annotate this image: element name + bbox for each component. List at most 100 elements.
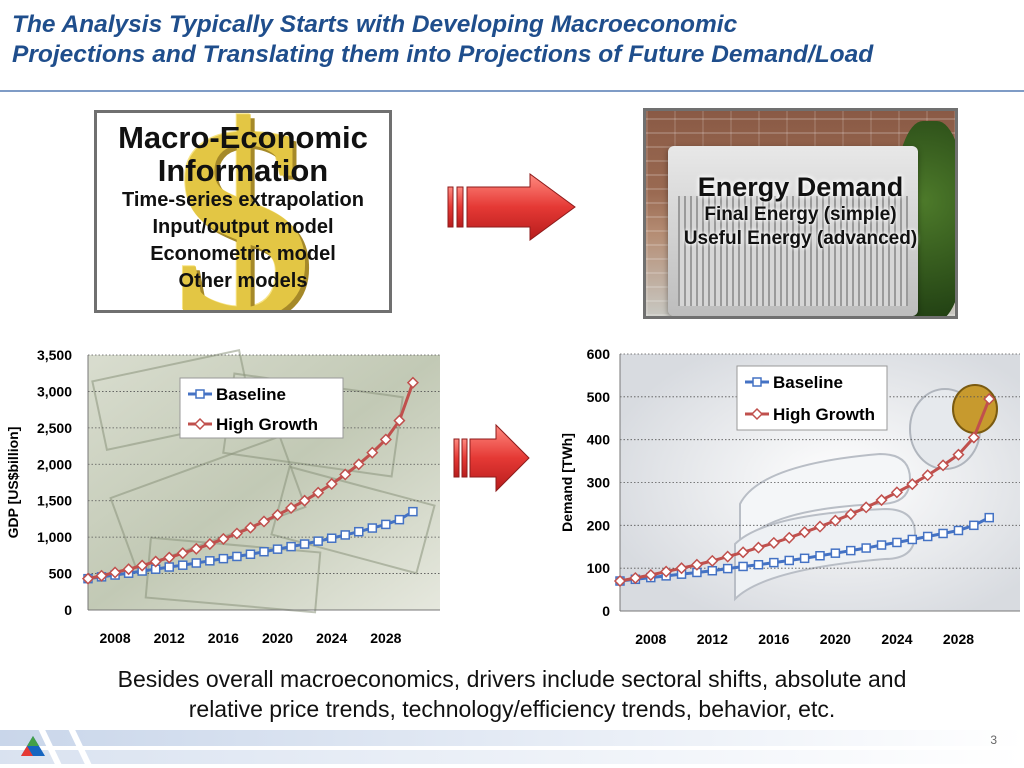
data-point-high-growth — [921, 469, 934, 482]
data-point-high-growth — [767, 536, 780, 549]
data-point-baseline — [313, 536, 323, 546]
data-point-high-growth — [203, 538, 216, 551]
y-tick-label: 3,000 — [37, 383, 72, 399]
macro-item: Input/output model — [152, 216, 334, 238]
page-number: 3 — [990, 733, 997, 747]
data-point-high-growth — [660, 565, 673, 578]
bulb-tube-shape — [739, 452, 912, 550]
slide-caption: Besides overall macroeconomics, drivers … — [40, 664, 984, 724]
data-point-high-growth — [890, 486, 903, 499]
legend-marker-square — [752, 377, 762, 387]
x-tick-label: 2016 — [208, 630, 239, 646]
data-point-high-growth — [613, 574, 627, 588]
data-point-high-growth — [95, 569, 108, 582]
data-point-high-growth — [406, 376, 419, 389]
data-point-baseline — [799, 553, 810, 564]
data-point-baseline — [846, 545, 856, 556]
data-point-baseline — [769, 557, 779, 568]
macro-item: Econometric model — [150, 243, 336, 265]
data-point-high-growth — [967, 431, 980, 444]
data-point-baseline — [164, 562, 174, 572]
y-tick-label: 200 — [587, 517, 611, 533]
slide-title-line-2: Projections and Translating them into Pr… — [12, 41, 874, 68]
data-point-high-growth — [352, 458, 365, 471]
title-divider — [0, 90, 1024, 92]
data-point-high-growth — [379, 433, 392, 446]
data-point-high-growth — [675, 562, 688, 575]
data-point-high-growth — [136, 559, 149, 572]
x-tick-label: 2008 — [99, 630, 130, 646]
macro-economic-text: Macro-Economic Information Time-series e… — [97, 121, 389, 295]
slide-title: The Analysis Typically Starts with Devel… — [12, 10, 1017, 70]
demand-chart: 0 100 200 300 400 500 600 2008 2012 2016 2020 2024 2… — [559, 346, 1020, 647]
data-point-baseline — [784, 555, 794, 566]
data-point-high-growth — [829, 514, 842, 527]
x-tick-label: 2012 — [154, 630, 185, 646]
energy-demand-box: Energy Demand Final Energy (simple) Usef… — [643, 108, 958, 319]
data-point-high-growth — [81, 572, 95, 585]
data-point-high-growth — [325, 477, 338, 491]
data-point-baseline — [394, 514, 405, 525]
x-tick-label: 2020 — [262, 630, 293, 646]
data-point-baseline — [326, 533, 337, 543]
data-point-high-growth — [629, 571, 642, 585]
y-axis-label: Demand [TWh] — [559, 433, 575, 532]
y-tick-label: 500 — [587, 389, 611, 405]
y-tick-label: 100 — [587, 560, 611, 576]
data-point-baseline — [938, 528, 948, 539]
chart-legend — [179, 377, 344, 439]
data-point-high-growth — [844, 508, 857, 521]
data-point-high-growth — [690, 558, 703, 571]
data-point-high-growth — [721, 550, 734, 563]
legend-label: Baseline — [216, 385, 286, 404]
x-tick-label: 2028 — [370, 630, 401, 646]
data-point-high-growth — [109, 566, 122, 579]
data-point-baseline — [245, 549, 256, 560]
data-point-baseline — [232, 551, 242, 562]
data-point-baseline — [354, 526, 364, 537]
x-tick-label: 2008 — [635, 631, 666, 647]
y-axis-label: GDP [US$billion] — [5, 427, 21, 539]
macro-item: Other models — [178, 270, 308, 292]
data-point-baseline — [892, 537, 902, 548]
data-point-baseline — [299, 539, 310, 549]
legend-label: High Growth — [773, 405, 875, 424]
data-point-high-growth — [875, 494, 888, 507]
data-point-high-growth — [983, 392, 996, 406]
data-point-high-growth — [952, 448, 965, 461]
energy-title: Energy Demand — [697, 172, 904, 202]
energy-item: Final Energy (simple) — [704, 204, 897, 225]
legend-label: Baseline — [773, 373, 843, 392]
data-point-high-growth — [783, 531, 796, 544]
data-point-high-growth — [366, 446, 379, 459]
data-point-high-growth — [217, 532, 230, 546]
data-point-high-growth — [752, 541, 765, 554]
macro-economic-box: $ Macro-Economic Information Time-series… — [94, 110, 392, 313]
data-point-high-growth — [798, 526, 811, 539]
y-tick-label: 2,500 — [37, 420, 72, 436]
macro-title-line-1: Macro-Economic — [118, 120, 368, 155]
data-point-baseline — [922, 531, 933, 542]
data-point-baseline — [218, 553, 229, 564]
data-point-baseline — [969, 520, 979, 531]
data-point-baseline — [815, 550, 825, 561]
data-point-baseline — [738, 561, 748, 572]
data-point-baseline — [205, 556, 215, 566]
data-point-baseline — [707, 565, 718, 576]
x-tick-label: 2024 — [881, 631, 912, 647]
data-point-high-growth — [298, 494, 311, 507]
y-tick-label: 1,000 — [37, 529, 72, 545]
legend-marker-diamond — [193, 417, 207, 431]
data-point-high-growth — [906, 478, 919, 491]
data-point-baseline — [340, 530, 350, 540]
data-point-baseline — [753, 559, 764, 570]
slide-title-line-1: The Analysis Typically Starts with Devel… — [12, 11, 738, 38]
data-point-baseline — [876, 540, 887, 550]
footer-band — [0, 726, 1024, 768]
data-point-high-growth — [393, 414, 406, 427]
data-point-high-growth — [860, 501, 873, 514]
y-tick-label: 0 — [64, 602, 72, 618]
right-arrow-icon — [447, 173, 576, 241]
x-tick-label: 2012 — [697, 631, 728, 647]
data-point-baseline — [381, 519, 391, 530]
